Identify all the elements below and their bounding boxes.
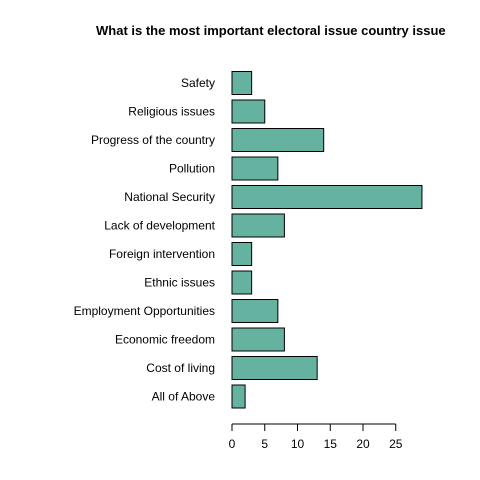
chart-title: What is the most important electoral iss…: [96, 23, 446, 38]
category-label-economic-freedom: Economic freedom: [115, 333, 215, 347]
bar-national-security: [231, 185, 423, 209]
category-label-all-of-above: All of Above: [152, 390, 216, 404]
category-label-lack-of-development: Lack of development: [104, 219, 215, 233]
bar-progress-of-the-country: [231, 128, 325, 152]
x-tick-label-20: 20: [356, 437, 370, 451]
bar-foreign-intervention: [231, 242, 253, 266]
bar-all-of-above: [231, 384, 246, 409]
category-label-religious-issues: Religious issues: [128, 105, 215, 119]
bar-religious-issues: [231, 99, 266, 124]
bar-cost-of-living: [231, 356, 318, 380]
category-label-progress-of-the-country: Progress of the country: [91, 133, 215, 147]
x-tick-label-0: 0: [229, 437, 236, 451]
category-label-safety: Safety: [181, 76, 215, 90]
bars-group: [231, 71, 423, 409]
x-tick-label-25: 25: [389, 437, 403, 451]
bar-economic-freedom: [231, 327, 285, 352]
bar-safety: [231, 71, 253, 95]
x-tick-label-5: 5: [261, 437, 268, 451]
category-label-pollution: Pollution: [169, 162, 215, 176]
category-labels: Safety Religious issues Progress of the co…: [74, 76, 216, 404]
x-tick-label-10: 10: [291, 437, 305, 451]
x-axis: 0 5 10 15 20 25: [229, 423, 403, 451]
category-label-cost-of-living: Cost of living: [146, 361, 215, 375]
category-label-foreign-intervention: Foreign intervention: [109, 247, 215, 261]
category-label-national-security: National Security: [124, 190, 215, 204]
category-label-employment-opportunities: Employment Opportunities: [74, 304, 215, 318]
bar-employment-opportunities: [231, 299, 279, 323]
bar-lack-of-development: [231, 213, 285, 238]
bar-ethnic-issues: [231, 270, 253, 295]
bar-pollution: [231, 156, 279, 181]
x-tick-label-15: 15: [324, 437, 338, 451]
category-label-ethnic-issues: Ethnic issues: [144, 276, 215, 290]
